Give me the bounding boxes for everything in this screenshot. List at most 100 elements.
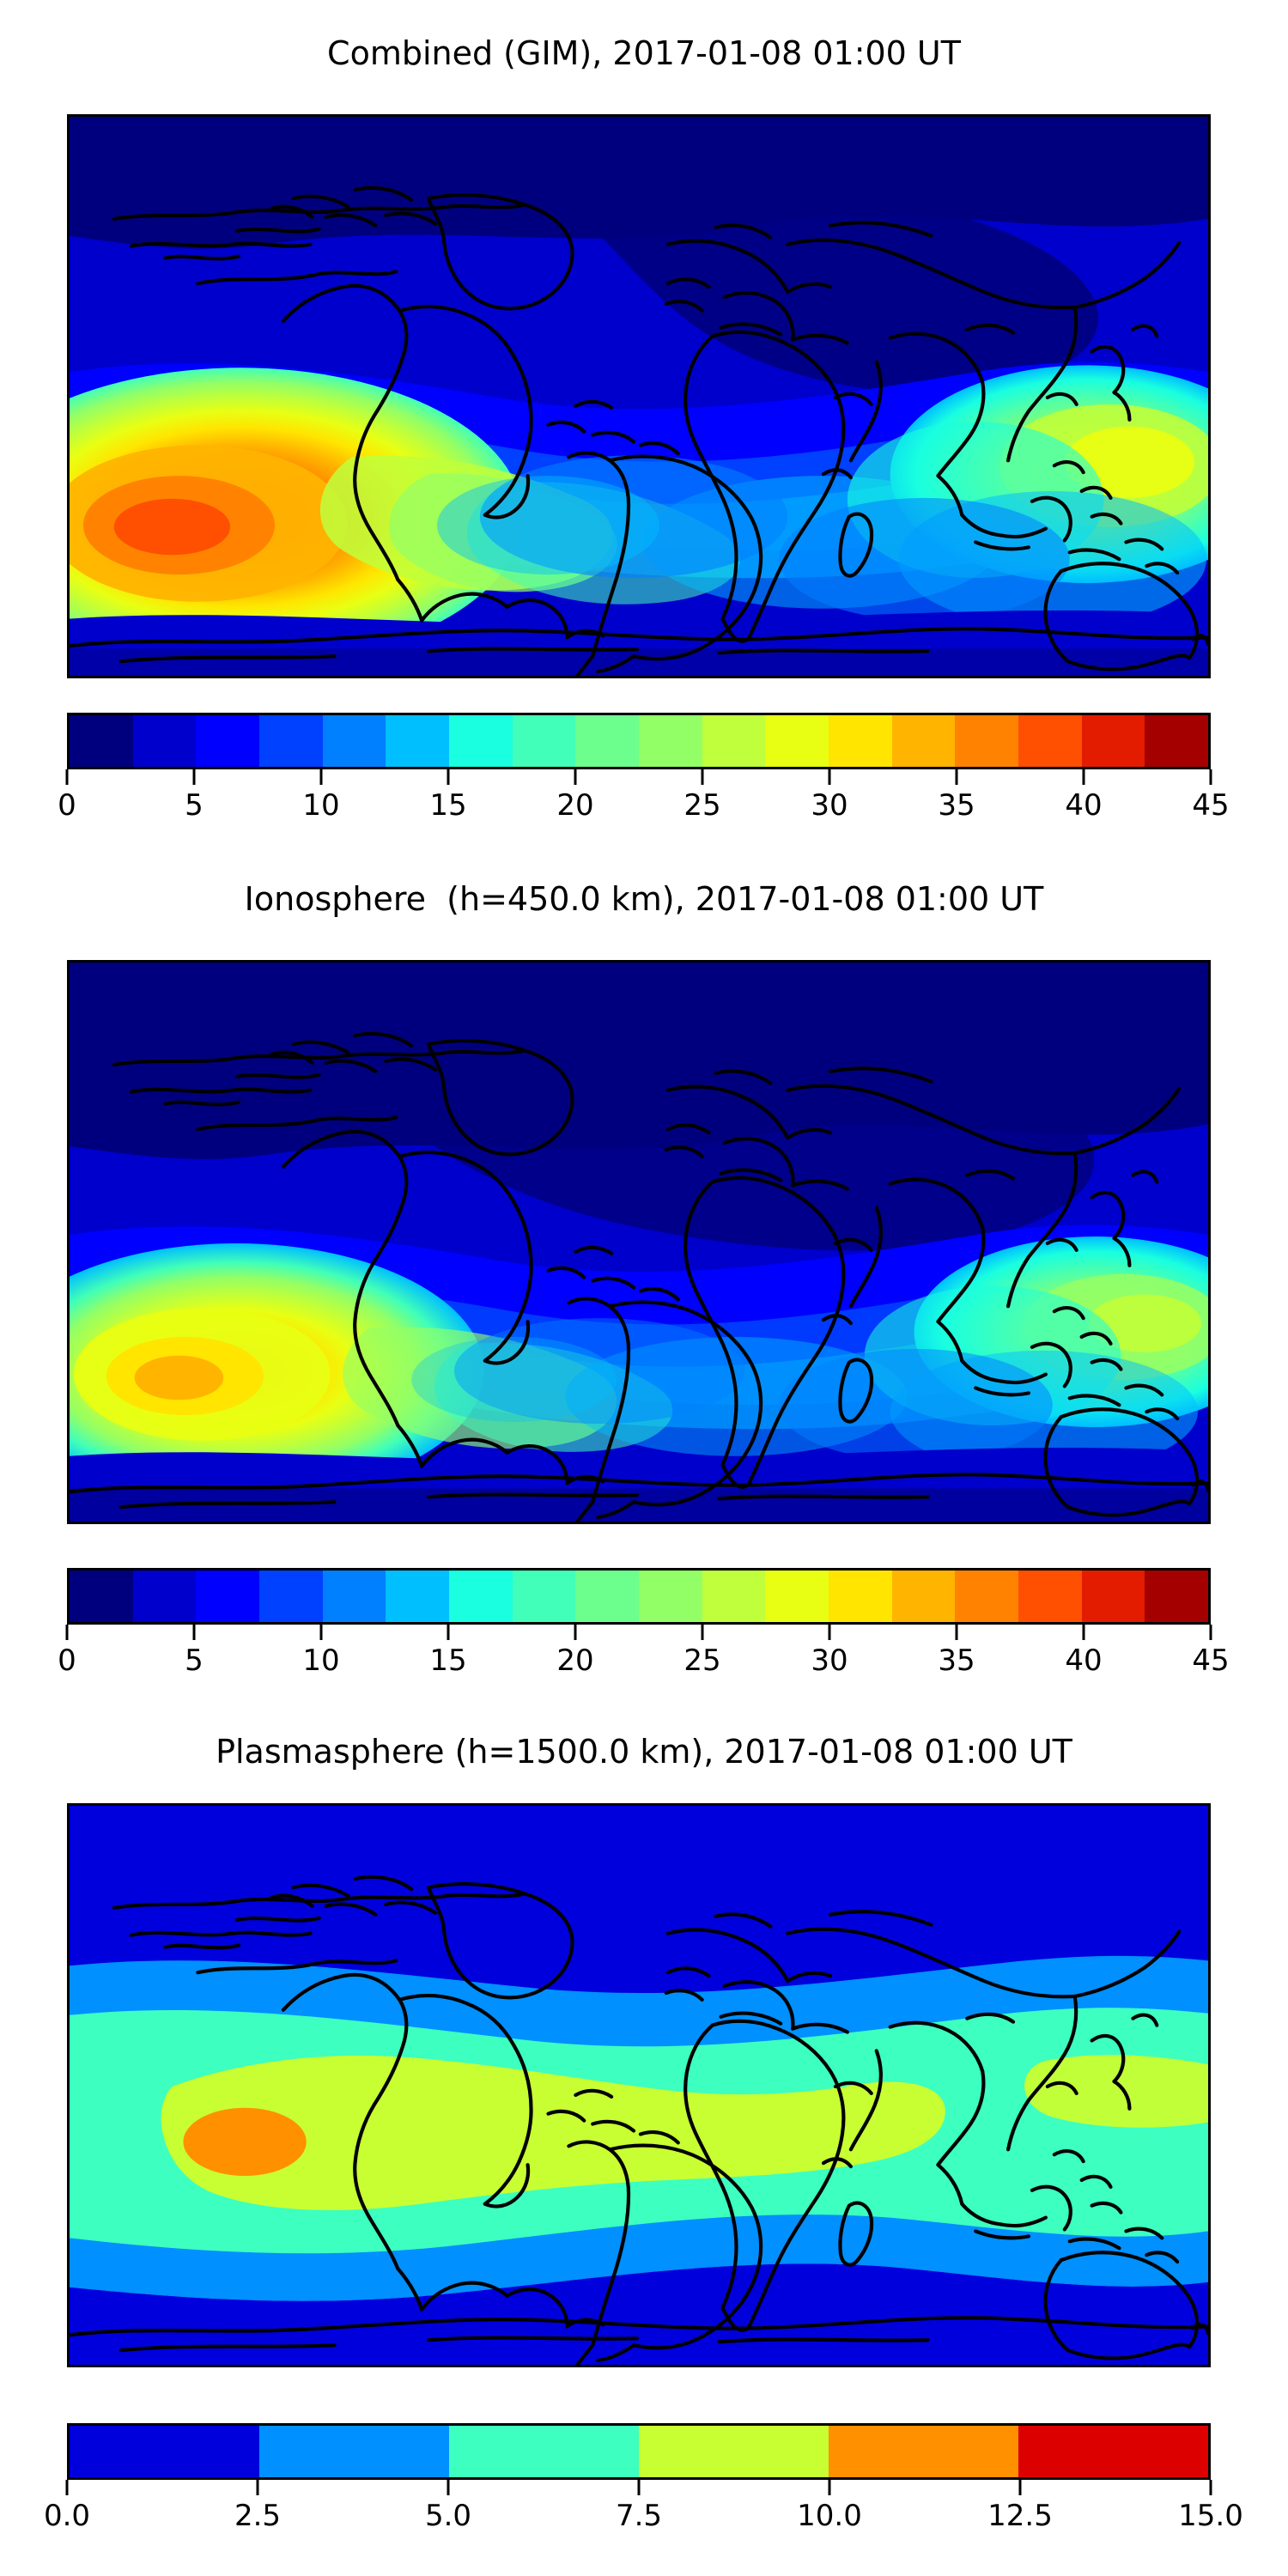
colorbar-tick-label-1: 5 <box>185 788 204 823</box>
colorbar-segment-11 <box>765 1571 829 1622</box>
colorbar-ticks-plasmasphere <box>65 2480 1212 2495</box>
colorbar-tick-label-2: 10 <box>302 788 340 823</box>
colorbar-segment-2 <box>449 2426 639 2477</box>
colorbar-segment-15 <box>1018 1571 1082 1622</box>
colorbar-tick-4 <box>574 1625 577 1640</box>
colorbar-segment-4 <box>322 715 386 767</box>
colorbar-tick-1 <box>256 2480 259 2495</box>
colorbar-segment-7 <box>512 1571 576 1622</box>
colorbar-segment-6 <box>449 1571 513 1622</box>
colorbar-segment-13 <box>891 715 956 767</box>
colorbar-tick-0 <box>65 769 69 785</box>
map-canvas-ionosphere <box>70 963 1208 1522</box>
colorbar-tick-label-4: 10.0 <box>797 2499 862 2533</box>
colorbar-combined-gim <box>67 713 1211 769</box>
colorbar-tick-7 <box>955 769 958 785</box>
colorbar-labels-combined-gim: 0 5 10 15 20 25 30 35 40 45 <box>58 788 1229 828</box>
colorbar-tick-label-8: 40 <box>1065 788 1103 823</box>
colorbar-segment-3 <box>639 2426 829 2477</box>
colorbar-tick-2 <box>319 1625 323 1640</box>
colorbar-tick-6 <box>828 1625 831 1640</box>
colorbar-tick-label-7: 35 <box>938 1643 975 1678</box>
colorbar-tick-5 <box>701 1625 704 1640</box>
colorbar-segment-0 <box>70 2426 259 2477</box>
colorbar-tick-4 <box>574 769 577 785</box>
colorbar-plasmasphere <box>67 2423 1211 2480</box>
colorbar-tick-2 <box>447 2480 450 2495</box>
colorbar-tick-9 <box>1209 1625 1212 1640</box>
colorbar-ticks-combined-gim <box>65 769 1212 785</box>
colorbar-segment-11 <box>765 715 829 767</box>
colorbar-ionosphere <box>67 1568 1211 1625</box>
colorbar-segment-12 <box>829 1571 892 1622</box>
colorbar-tick-label-0: 0 <box>58 1643 76 1678</box>
colorbar-gradient-0-45-b <box>67 1568 1211 1625</box>
colorbar-segment-8 <box>575 715 640 767</box>
colorbar-segment-17 <box>1145 715 1209 767</box>
colorbar-segment-14 <box>955 715 1019 767</box>
panel-title-ionosphere: Ionosphere (h=450.0 km), 2017-01-08 01:0… <box>244 880 1044 918</box>
colorbar-tick-label-4: 20 <box>556 788 594 823</box>
colorbar-segment-5 <box>386 715 450 767</box>
panel-title-combined-gim: Combined (GIM), 2017-01-08 01:00 UT <box>327 34 961 72</box>
colorbar-tick-2 <box>319 769 323 785</box>
colorbar-tick-6 <box>828 769 831 785</box>
colorbar-tick-label-0: 0 <box>58 788 76 823</box>
map-panel-ionosphere <box>67 960 1211 1524</box>
colorbar-tick-0 <box>65 2480 69 2495</box>
colorbar-tick-label-3: 7.5 <box>615 2499 663 2533</box>
colorbar-tick-5 <box>1018 2480 1022 2495</box>
colorbar-segment-0 <box>70 715 133 767</box>
colorbar-segment-16 <box>1081 1571 1145 1622</box>
colorbar-tick-9 <box>1209 769 1212 785</box>
colorbar-tick-label-6: 15.0 <box>1178 2499 1243 2533</box>
colorbar-segment-12 <box>829 715 892 767</box>
colorbar-tick-label-3: 15 <box>429 1643 467 1678</box>
colorbar-segment-10 <box>702 1571 766 1622</box>
colorbar-segment-3 <box>259 715 323 767</box>
colorbar-tick-label-3: 15 <box>429 788 467 823</box>
map-panel-plasmasphere <box>67 1803 1211 2367</box>
colorbar-tick-label-7: 35 <box>938 788 975 823</box>
colorbar-tick-label-8: 40 <box>1065 1643 1103 1678</box>
colorbar-segment-6 <box>449 715 513 767</box>
colorbar-segment-17 <box>1145 1571 1209 1622</box>
colorbar-tick-5 <box>701 769 704 785</box>
colorbar-labels-ionosphere: 0 5 10 15 20 25 30 35 40 45 <box>58 1643 1229 1683</box>
colorbar-tick-label-2: 10 <box>302 1643 340 1678</box>
colorbar-segment-10 <box>702 715 766 767</box>
colorbar-tick-3 <box>637 2480 641 2495</box>
colorbar-segment-5 <box>1018 2426 1208 2477</box>
panel-title-plasmasphere: Plasmasphere (h=1500.0 km), 2017-01-08 0… <box>216 1733 1072 1771</box>
colorbar-tick-label-5: 25 <box>683 1643 721 1678</box>
colorbar-segment-7 <box>512 715 576 767</box>
colorbar-tick-label-9: 45 <box>1192 788 1230 823</box>
colorbar-segment-9 <box>639 715 702 767</box>
colorbar-segment-3 <box>259 1571 323 1622</box>
colorbar-segment-1 <box>132 715 197 767</box>
colorbar-segment-16 <box>1081 715 1145 767</box>
colorbar-tick-label-5: 12.5 <box>987 2499 1053 2533</box>
colorbar-tick-1 <box>192 769 196 785</box>
colorbar-segment-14 <box>955 1571 1019 1622</box>
colorbar-tick-label-0: 0.0 <box>43 2499 91 2533</box>
colorbar-tick-0 <box>65 1625 69 1640</box>
colorbar-tick-8 <box>1082 769 1085 785</box>
colorbar-segment-9 <box>639 1571 702 1622</box>
colorbar-tick-label-1: 5 <box>185 1643 204 1678</box>
colorbar-tick-8 <box>1082 1625 1085 1640</box>
colorbar-segment-2 <box>196 1571 260 1622</box>
colorbar-segment-1 <box>132 1571 197 1622</box>
colorbar-tick-label-6: 30 <box>811 788 848 823</box>
colorbar-ticks-ionosphere <box>65 1625 1212 1640</box>
map-canvas-plasmasphere <box>70 1806 1208 2365</box>
colorbar-tick-3 <box>447 1625 450 1640</box>
colorbar-tick-1 <box>192 1625 196 1640</box>
colorbar-segment-4 <box>829 2426 1018 2477</box>
map-canvas-combined-gim <box>70 117 1208 676</box>
colorbar-segment-0 <box>70 1571 133 1622</box>
colorbar-tick-label-2: 5.0 <box>424 2499 472 2533</box>
colorbar-tick-6 <box>1209 2480 1212 2495</box>
colorbar-gradient-0-15 <box>67 2423 1211 2480</box>
